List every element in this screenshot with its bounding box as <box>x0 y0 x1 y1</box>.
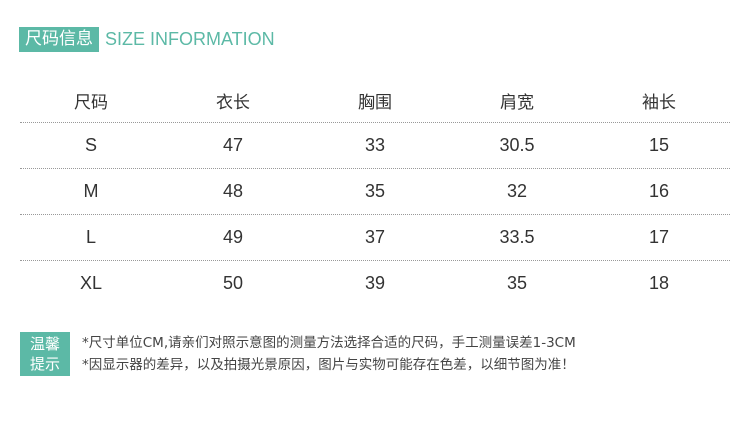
table-cell: 47 <box>222 135 244 155</box>
badge-line: 提示 <box>29 355 60 373</box>
section-title: 尺码信息 SIZE INFORMATION <box>19 27 275 52</box>
column-header: 袖长 <box>642 92 676 113</box>
table-cell: 30.5 <box>499 135 535 155</box>
table-row: L 49 37 33.5 17 <box>20 215 730 261</box>
table-cell: 15 <box>648 135 670 155</box>
table-row: M 48 35 32 16 <box>20 169 730 215</box>
table-cell: 33.5 <box>499 227 535 247</box>
column-header: 肩宽 <box>500 92 534 113</box>
table-cell: 39 <box>364 273 386 293</box>
table-cell: 37 <box>364 227 386 247</box>
table-cell: 35 <box>364 181 386 201</box>
table-cell: 17 <box>648 227 670 247</box>
table-cell: 35 <box>506 273 528 293</box>
table-cell: 33 <box>364 135 386 155</box>
table-header: 尺码 衣长 胸围 肩宽 袖长 <box>20 78 730 123</box>
column-header: 衣长 <box>216 92 250 113</box>
tip-line: *因显示器的差异，以及拍摄光景原因，图片与实物可能存在色差，以细节图为准！ <box>82 357 575 373</box>
tip-line: *尺寸单位CM,请亲们对照示意图的测量方法选择合适的尺码，手工测量误差1-3CM <box>82 335 576 351</box>
table-cell: M <box>83 181 99 201</box>
table-cell: 50 <box>222 273 244 293</box>
table-cell: 32 <box>506 181 528 201</box>
tips-badge: 温馨 提示 <box>20 332 70 376</box>
table-cell: L <box>85 227 96 247</box>
title-en: SIZE INFORMATION <box>105 29 275 49</box>
table-cell: 18 <box>648 273 670 293</box>
title-cn: 尺码信息 <box>19 27 99 52</box>
table-cell: 49 <box>222 227 244 247</box>
column-header: 尺码 <box>74 92 108 113</box>
table-cell: XL <box>79 273 103 293</box>
table-row: S 47 33 30.5 15 <box>20 123 730 169</box>
size-table: 尺码 衣长 胸围 肩宽 袖长 S 47 33 30.5 15 M 48 35 3… <box>20 78 730 306</box>
table-cell: S <box>84 135 97 155</box>
table-row: XL 50 39 35 18 <box>20 261 730 306</box>
tips-section: 温馨 提示 *尺寸单位CM,请亲们对照示意图的测量方法选择合适的尺码，手工测量误… <box>20 332 576 376</box>
badge-line: 温馨 <box>29 335 60 353</box>
tips-text: *尺寸单位CM,请亲们对照示意图的测量方法选择合适的尺码，手工测量误差1-3CM… <box>82 332 576 376</box>
column-header: 胸围 <box>358 92 392 113</box>
table-cell: 48 <box>222 181 244 201</box>
table-cell: 16 <box>648 181 670 201</box>
